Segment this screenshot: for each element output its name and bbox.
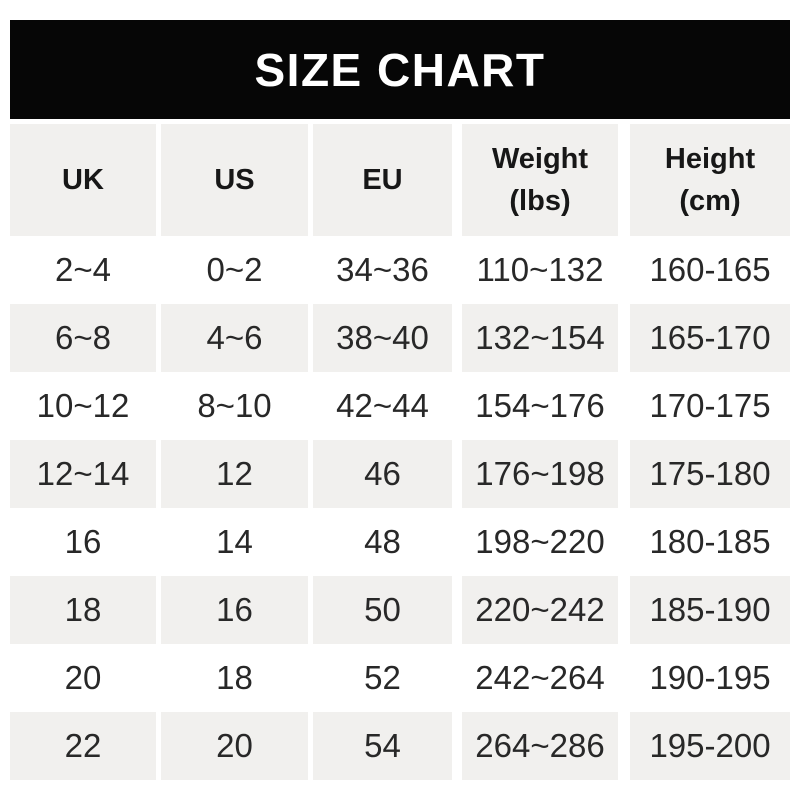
weight-cell: 132~154 [462,304,618,372]
uk-size-cell: 16 [10,508,156,576]
table-row: 16 14 48 198~220 180-185 [10,508,790,576]
uk-size-cell: 10~12 [10,372,156,440]
column-header-unit: (lbs) [509,185,571,217]
table-row: 18 16 50 220~242 185-190 [10,576,790,644]
column-header-label: EU [362,163,403,196]
us-size-cell: 20 [161,712,308,780]
uk-size-cell: 20 [10,644,156,712]
height-cell: 165-170 [630,304,790,372]
weight-cell: 242~264 [462,644,618,712]
uk-size-cell: 22 [10,712,156,780]
table-row: 22 20 54 264~286 195-200 [10,712,790,780]
weight-cell: 220~242 [462,576,618,644]
column-header-label: Height [664,142,756,175]
size-chart-page: SIZE CHART UK US EU Weight (lbs) Height … [0,20,800,800]
eu-size-cell: 42~44 [313,372,452,440]
eu-size-cell: 54 [313,712,452,780]
table-row: 2~4 0~2 34~36 110~132 160-165 [10,236,790,304]
height-cell: 160-165 [630,236,790,304]
size-table: UK US EU Weight (lbs) Height (cm) 2~4 0 [10,124,790,780]
column-header-height: Height (cm) [630,124,790,236]
us-size-cell: 18 [161,644,308,712]
table-row: 12~14 12 46 176~198 175-180 [10,440,790,508]
uk-size-cell: 2~4 [10,236,156,304]
column-header-eu: EU [313,124,452,236]
header-row: UK US EU Weight (lbs) Height (cm) [10,124,790,236]
page-title: SIZE CHART [254,43,546,96]
height-cell: 175-180 [630,440,790,508]
uk-size-cell: 18 [10,576,156,644]
column-header-uk: UK [10,124,156,236]
us-size-cell: 0~2 [161,236,308,304]
column-header-label: UK [62,163,104,196]
weight-cell: 264~286 [462,712,618,780]
column-header-label: Weight [491,142,589,175]
us-size-cell: 16 [161,576,308,644]
eu-size-cell: 52 [313,644,452,712]
column-header-us: US [161,124,308,236]
uk-size-cell: 6~8 [10,304,156,372]
column-header-unit: (cm) [679,185,741,217]
height-cell: 195-200 [630,712,790,780]
height-cell: 180-185 [630,508,790,576]
us-size-cell: 14 [161,508,308,576]
us-size-cell: 12 [161,440,308,508]
eu-size-cell: 34~36 [313,236,452,304]
table-row: 20 18 52 242~264 190-195 [10,644,790,712]
eu-size-cell: 50 [313,576,452,644]
weight-cell: 198~220 [462,508,618,576]
size-chart-banner: SIZE CHART [10,20,790,119]
table-row: 10~12 8~10 42~44 154~176 170-175 [10,372,790,440]
eu-size-cell: 48 [313,508,452,576]
us-size-cell: 4~6 [161,304,308,372]
table-row: 6~8 4~6 38~40 132~154 165-170 [10,304,790,372]
height-cell: 190-195 [630,644,790,712]
column-header-label: US [214,163,255,196]
weight-cell: 176~198 [462,440,618,508]
column-header-weight: Weight (lbs) [462,124,618,236]
us-size-cell: 8~10 [161,372,308,440]
eu-size-cell: 46 [313,440,452,508]
height-cell: 185-190 [630,576,790,644]
weight-cell: 154~176 [462,372,618,440]
eu-size-cell: 38~40 [313,304,452,372]
weight-cell: 110~132 [462,236,618,304]
height-cell: 170-175 [630,372,790,440]
uk-size-cell: 12~14 [10,440,156,508]
